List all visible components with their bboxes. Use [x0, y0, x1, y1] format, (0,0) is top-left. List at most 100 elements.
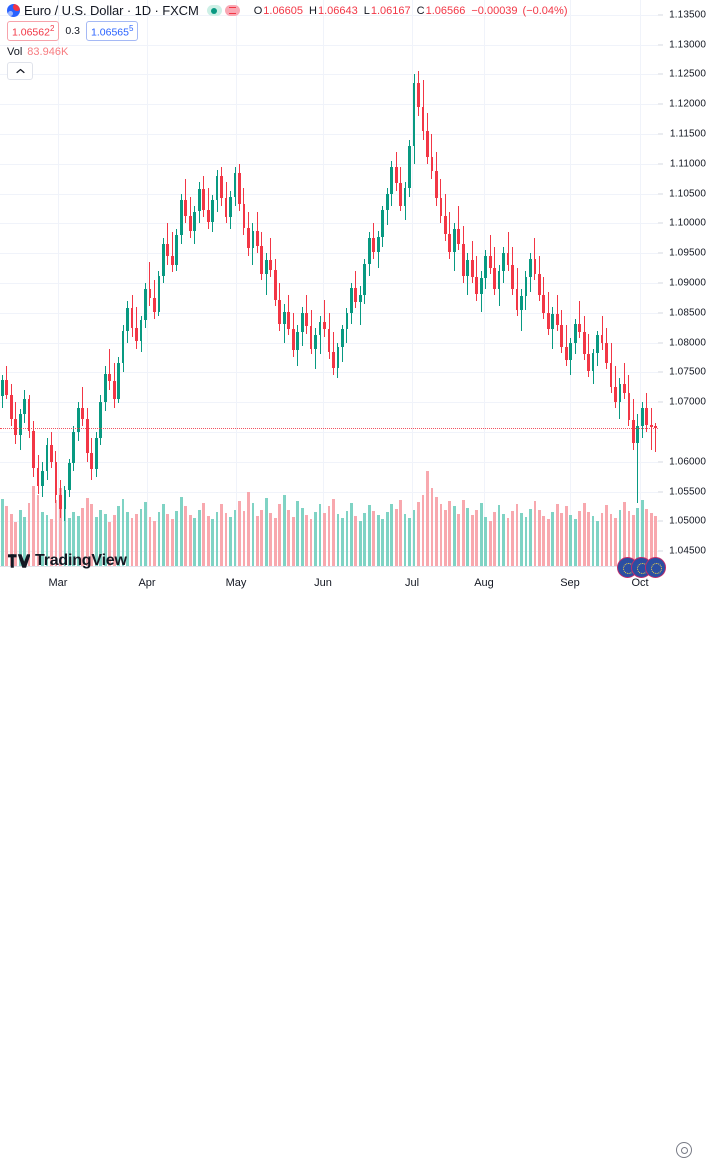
candle-body-up — [296, 331, 300, 350]
candle-wick — [270, 238, 272, 278]
price-axis-dash — [658, 520, 663, 522]
ask-price-badge[interactable]: 1.065655 — [86, 21, 139, 41]
volume-bar-up — [385, 511, 389, 566]
volume-bar-down — [135, 514, 138, 566]
candle-body-down — [439, 198, 443, 217]
volume-bar-up — [349, 503, 353, 566]
tradingview-logo-icon[interactable]: TradingView — [8, 552, 127, 570]
candle-body-down — [332, 351, 335, 368]
candle-body-down — [417, 83, 420, 108]
candle-body-up — [502, 253, 505, 272]
price-tick-label: 1.04500 — [669, 545, 706, 557]
candle-body-up — [390, 166, 394, 194]
price-axis[interactable]: 1.13500 1.13000 1.12500 1.12000 1.11500 1.110… — [658, 0, 710, 566]
candle-body-up — [381, 210, 385, 237]
candle-body-down — [609, 363, 613, 388]
price-tick-label: 1.07500 — [669, 366, 706, 378]
time-tick-label: Jun — [314, 577, 332, 589]
time-tick-label: Aug — [474, 577, 494, 589]
low-key: L — [363, 4, 370, 17]
candle-body-down — [394, 166, 398, 183]
series-toggles — [206, 5, 240, 16]
volume-bar-down — [578, 510, 582, 566]
candle-body-down — [461, 244, 465, 276]
volume-bar-up — [211, 519, 214, 566]
volume-bar-up — [175, 510, 179, 566]
volume-bar-down — [148, 517, 152, 566]
volume-bar-up — [103, 514, 107, 566]
time-axis[interactable]: Mar Apr May Jun Jul Aug Sep Oct — [0, 566, 710, 1158]
candle-body-up — [349, 287, 353, 313]
close-value: 1.06566 — [425, 4, 466, 17]
candle-body-up — [99, 402, 103, 438]
price-axis-dash — [658, 371, 663, 373]
candle-body-up — [23, 399, 26, 415]
candle-body-up — [345, 312, 349, 330]
price-axis-dash — [658, 193, 663, 195]
chart-plot-area[interactable] — [0, 0, 658, 566]
eye-visibility-icon[interactable] — [224, 5, 240, 16]
volume-bar-up — [23, 517, 26, 566]
candle-body-down — [605, 342, 608, 364]
grid-line-horizontal — [0, 104, 658, 106]
candle-body-up — [551, 313, 555, 330]
volume-bar-up — [341, 518, 344, 566]
volume-bar-down — [5, 506, 9, 566]
chevron-up-icon[interactable] — [7, 62, 33, 80]
volume-bar-down — [332, 498, 335, 566]
low-value: 1.06167 — [370, 4, 411, 17]
time-tick-label: Jul — [404, 577, 420, 589]
volume-bar-down — [511, 510, 514, 566]
candle-body-up — [179, 199, 183, 236]
spread-value: 0.3 — [65, 25, 81, 37]
volume-bar-up — [640, 499, 644, 566]
volume-bar-down — [27, 503, 31, 566]
price-axis-dash — [658, 103, 663, 105]
candle-body-down — [309, 325, 313, 349]
volume-bar-down — [654, 516, 658, 566]
candle-body-down — [170, 256, 174, 266]
price-axis-dash — [658, 550, 663, 552]
open-key: O — [253, 4, 263, 17]
chart-settings-icon[interactable] — [676, 1142, 692, 1158]
volume-bar-down — [614, 518, 617, 566]
candle-body-down — [457, 229, 461, 245]
candle-body-down — [587, 354, 590, 372]
price-axis-dash — [658, 252, 663, 254]
volume-bar-down — [188, 515, 192, 566]
series-visibility-dot-icon[interactable] — [206, 5, 222, 16]
candle-body-up — [215, 175, 219, 200]
volume-bar-down — [327, 506, 331, 566]
candle-body-up — [408, 145, 411, 188]
candle-wick — [82, 387, 84, 426]
candle-body-down — [202, 188, 206, 211]
volume-bar-down — [202, 503, 206, 566]
volume-bar-up — [358, 520, 362, 566]
volume-bar-down — [443, 509, 447, 566]
volume-bar-up — [636, 507, 640, 566]
candle-body-down — [287, 311, 291, 330]
candle-body-down — [224, 198, 228, 218]
current-price-line — [0, 428, 658, 429]
volume-legend-row: Vol 83.946K — [7, 44, 573, 59]
volume-bar-down — [32, 485, 35, 566]
candle-body-up — [596, 335, 599, 354]
volume-bar-up — [161, 504, 165, 566]
volume-bar-down — [224, 512, 228, 566]
grid-line-horizontal — [0, 402, 658, 404]
candle-wick — [579, 300, 581, 338]
candle-body-down — [323, 321, 326, 330]
price-axis-dash — [658, 73, 663, 75]
volume-bar-up — [479, 503, 483, 566]
bid-price-badge[interactable]: 1.065622 — [7, 21, 60, 41]
volume-bar-down — [421, 494, 425, 566]
price-axis-dash — [658, 222, 663, 224]
volume-bar-down — [50, 519, 53, 566]
volume-bar-down — [399, 499, 402, 566]
grid-line-vertical — [484, 0, 485, 566]
symbol-title[interactable]: Euro / U.S. Dollar · 1D · FXCM — [24, 3, 199, 18]
price-axis-dash — [658, 133, 663, 135]
candle-body-down — [649, 424, 653, 428]
volume-bar-up — [551, 511, 555, 566]
time-tick-label: Mar — [48, 577, 68, 589]
